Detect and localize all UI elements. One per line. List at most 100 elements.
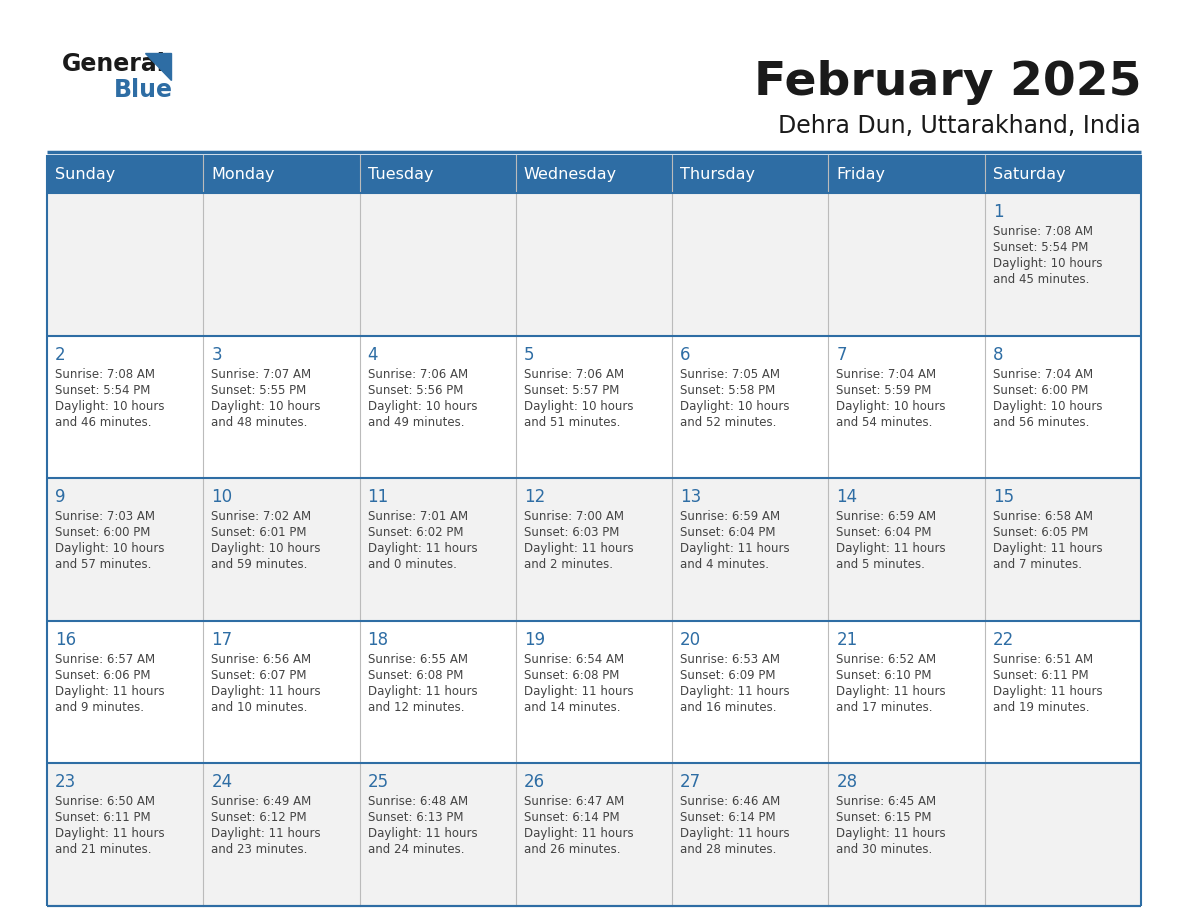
Bar: [48, 764, 1140, 906]
Text: Sunset: 6:02 PM: Sunset: 6:02 PM: [367, 526, 463, 539]
Text: Sunset: 6:10 PM: Sunset: 6:10 PM: [836, 669, 931, 682]
Text: and 45 minutes.: and 45 minutes.: [993, 273, 1089, 286]
Text: 16: 16: [55, 631, 76, 649]
Text: Daylight: 11 hours: Daylight: 11 hours: [681, 827, 790, 840]
Text: Daylight: 11 hours: Daylight: 11 hours: [524, 827, 633, 840]
Text: Sunset: 6:04 PM: Sunset: 6:04 PM: [681, 526, 776, 539]
Text: Sunset: 5:58 PM: Sunset: 5:58 PM: [681, 384, 776, 397]
Text: Sunrise: 7:04 AM: Sunrise: 7:04 AM: [993, 367, 1093, 381]
Text: and 16 minutes.: and 16 minutes.: [681, 700, 777, 714]
Text: Sunrise: 6:47 AM: Sunrise: 6:47 AM: [524, 795, 624, 809]
Text: 3: 3: [211, 345, 222, 364]
Text: and 52 minutes.: and 52 minutes.: [681, 416, 777, 429]
Text: Sunset: 6:09 PM: Sunset: 6:09 PM: [681, 669, 776, 682]
Text: Sunrise: 6:45 AM: Sunrise: 6:45 AM: [836, 795, 936, 809]
Text: Sunday: Sunday: [55, 166, 115, 182]
Text: February 2025: February 2025: [753, 60, 1140, 105]
Text: and 21 minutes.: and 21 minutes.: [55, 844, 152, 856]
Text: Sunset: 5:54 PM: Sunset: 5:54 PM: [993, 241, 1088, 254]
Text: 10: 10: [211, 488, 233, 506]
Bar: [48, 621, 1140, 764]
Text: Daylight: 11 hours: Daylight: 11 hours: [367, 543, 478, 555]
Text: 20: 20: [681, 631, 701, 649]
Text: Sunrise: 6:52 AM: Sunrise: 6:52 AM: [836, 653, 936, 666]
Text: Sunrise: 6:57 AM: Sunrise: 6:57 AM: [55, 653, 156, 666]
Text: Sunrise: 7:08 AM: Sunrise: 7:08 AM: [993, 225, 1093, 238]
Text: Daylight: 11 hours: Daylight: 11 hours: [367, 685, 478, 698]
Text: Daylight: 11 hours: Daylight: 11 hours: [55, 685, 165, 698]
Polygon shape: [145, 53, 171, 80]
Text: Sunrise: 7:04 AM: Sunrise: 7:04 AM: [836, 367, 936, 381]
Text: and 14 minutes.: and 14 minutes.: [524, 700, 620, 714]
Text: Daylight: 10 hours: Daylight: 10 hours: [681, 399, 790, 412]
Text: Daylight: 10 hours: Daylight: 10 hours: [367, 399, 478, 412]
Text: Sunrise: 6:48 AM: Sunrise: 6:48 AM: [367, 795, 468, 809]
Text: Blue: Blue: [114, 78, 173, 102]
Bar: [48, 478, 1140, 621]
Text: Sunrise: 6:56 AM: Sunrise: 6:56 AM: [211, 653, 311, 666]
Text: and 56 minutes.: and 56 minutes.: [993, 416, 1089, 429]
Text: 13: 13: [681, 488, 701, 506]
Text: Wednesday: Wednesday: [524, 166, 617, 182]
Text: 23: 23: [55, 773, 76, 791]
Text: Sunrise: 7:01 AM: Sunrise: 7:01 AM: [367, 510, 468, 523]
Text: 9: 9: [55, 488, 65, 506]
Text: Daylight: 10 hours: Daylight: 10 hours: [55, 399, 164, 412]
Text: Daylight: 11 hours: Daylight: 11 hours: [367, 827, 478, 840]
Text: Sunrise: 6:49 AM: Sunrise: 6:49 AM: [211, 795, 311, 809]
Text: Sunset: 6:00 PM: Sunset: 6:00 PM: [55, 526, 151, 539]
Text: and 23 minutes.: and 23 minutes.: [211, 844, 308, 856]
Text: Daylight: 11 hours: Daylight: 11 hours: [524, 543, 633, 555]
Text: and 48 minutes.: and 48 minutes.: [211, 416, 308, 429]
Text: 18: 18: [367, 631, 388, 649]
Text: 1: 1: [993, 203, 1004, 221]
Text: and 19 minutes.: and 19 minutes.: [993, 700, 1089, 714]
Text: and 46 minutes.: and 46 minutes.: [55, 416, 152, 429]
Text: Dehra Dun, Uttarakhand, India: Dehra Dun, Uttarakhand, India: [778, 114, 1140, 138]
Text: Sunrise: 7:00 AM: Sunrise: 7:00 AM: [524, 510, 624, 523]
Text: and 0 minutes.: and 0 minutes.: [367, 558, 456, 571]
Bar: [48, 155, 1140, 193]
Text: 4: 4: [367, 345, 378, 364]
Bar: [48, 193, 1140, 336]
Text: Sunset: 6:06 PM: Sunset: 6:06 PM: [55, 669, 151, 682]
Text: Sunrise: 6:54 AM: Sunrise: 6:54 AM: [524, 653, 624, 666]
Text: 17: 17: [211, 631, 233, 649]
Text: 7: 7: [836, 345, 847, 364]
Text: Sunrise: 6:51 AM: Sunrise: 6:51 AM: [993, 653, 1093, 666]
Text: and 9 minutes.: and 9 minutes.: [55, 700, 144, 714]
Text: 5: 5: [524, 345, 535, 364]
Text: Sunset: 6:14 PM: Sunset: 6:14 PM: [524, 812, 619, 824]
Text: 28: 28: [836, 773, 858, 791]
Text: and 17 minutes.: and 17 minutes.: [836, 700, 933, 714]
Text: and 30 minutes.: and 30 minutes.: [836, 844, 933, 856]
Text: Sunrise: 7:07 AM: Sunrise: 7:07 AM: [211, 367, 311, 381]
Text: Sunset: 5:54 PM: Sunset: 5:54 PM: [55, 384, 151, 397]
Text: Daylight: 10 hours: Daylight: 10 hours: [836, 399, 946, 412]
Text: Sunset: 5:59 PM: Sunset: 5:59 PM: [836, 384, 931, 397]
Text: Sunset: 6:07 PM: Sunset: 6:07 PM: [211, 669, 307, 682]
Text: Sunset: 5:57 PM: Sunset: 5:57 PM: [524, 384, 619, 397]
Text: Sunrise: 6:58 AM: Sunrise: 6:58 AM: [993, 510, 1093, 523]
Text: Sunset: 6:03 PM: Sunset: 6:03 PM: [524, 526, 619, 539]
Text: Daylight: 11 hours: Daylight: 11 hours: [211, 685, 321, 698]
Text: and 2 minutes.: and 2 minutes.: [524, 558, 613, 571]
Text: Daylight: 11 hours: Daylight: 11 hours: [681, 543, 790, 555]
Text: General: General: [62, 52, 166, 76]
Text: 25: 25: [367, 773, 388, 791]
Text: Daylight: 11 hours: Daylight: 11 hours: [836, 685, 946, 698]
Text: and 49 minutes.: and 49 minutes.: [367, 416, 465, 429]
Text: Sunset: 6:15 PM: Sunset: 6:15 PM: [836, 812, 931, 824]
Text: Sunset: 6:12 PM: Sunset: 6:12 PM: [211, 812, 307, 824]
Text: 21: 21: [836, 631, 858, 649]
Text: and 26 minutes.: and 26 minutes.: [524, 844, 620, 856]
Bar: [48, 336, 1140, 478]
Text: Sunrise: 6:50 AM: Sunrise: 6:50 AM: [55, 795, 154, 809]
Text: Daylight: 10 hours: Daylight: 10 hours: [211, 543, 321, 555]
Text: Sunset: 6:01 PM: Sunset: 6:01 PM: [211, 526, 307, 539]
Text: 14: 14: [836, 488, 858, 506]
Text: 15: 15: [993, 488, 1013, 506]
Text: Sunrise: 7:08 AM: Sunrise: 7:08 AM: [55, 367, 154, 381]
Text: Sunrise: 6:46 AM: Sunrise: 6:46 AM: [681, 795, 781, 809]
Text: and 4 minutes.: and 4 minutes.: [681, 558, 769, 571]
